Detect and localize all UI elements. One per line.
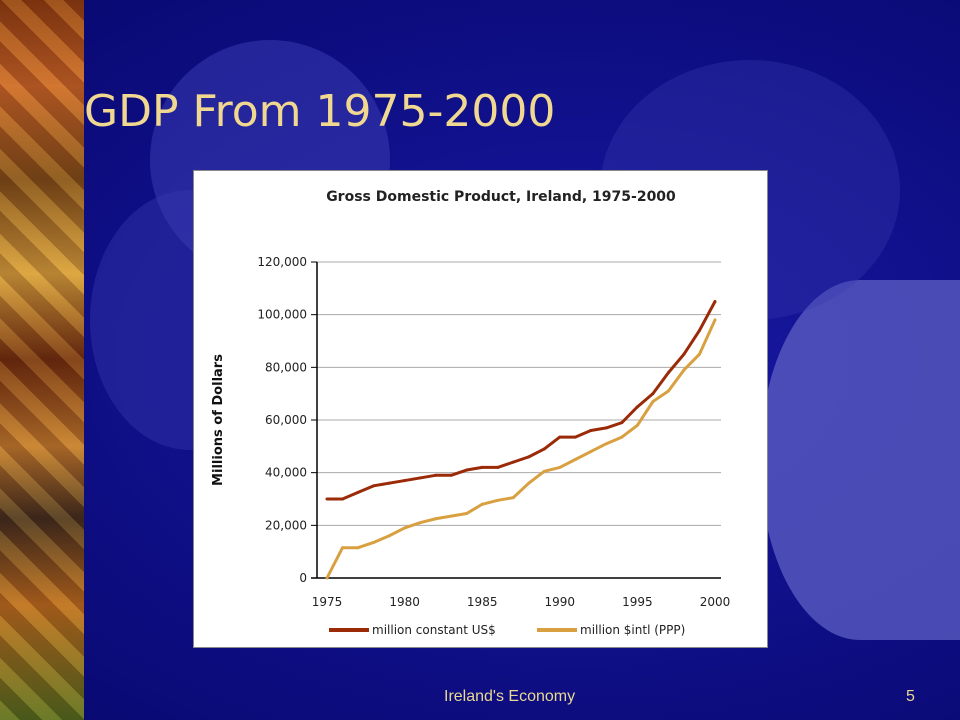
data-point — [666, 389, 670, 393]
data-point — [418, 476, 422, 480]
data-point — [511, 496, 515, 500]
slide-title: GDP From 1975-2000 — [84, 86, 556, 137]
data-point — [604, 442, 608, 446]
slide-footer: Ireland's Economy — [444, 688, 576, 705]
data-point — [527, 481, 531, 485]
y-axis-label: Millions of Dollars — [211, 354, 226, 486]
data-point — [465, 511, 469, 515]
legend-label: million constant US$ — [372, 623, 496, 637]
data-point — [666, 371, 670, 375]
data-point — [589, 429, 593, 433]
decorative-strip-texture — [0, 0, 84, 720]
x-tick-label: 1980 — [389, 595, 420, 609]
data-point — [573, 458, 577, 461]
y-tick-label: 20,000 — [265, 518, 307, 532]
data-point — [356, 546, 360, 550]
data-point — [558, 435, 562, 439]
slide-number: 5 — [906, 688, 915, 705]
data-point — [387, 481, 391, 485]
data-point — [480, 502, 484, 506]
data-point — [387, 534, 391, 538]
data-point — [496, 498, 500, 502]
data-point — [558, 465, 562, 469]
data-point — [589, 450, 593, 454]
chart-panel: Gross Domestic Product, Ireland, 1975-20… — [193, 170, 768, 648]
data-point — [403, 479, 407, 483]
data-point — [573, 435, 577, 439]
data-point — [449, 514, 453, 518]
data-point — [713, 318, 717, 322]
data-point — [697, 352, 701, 356]
data-point — [480, 465, 484, 469]
y-tick-label: 40,000 — [265, 466, 307, 480]
data-point — [434, 517, 438, 521]
data-point — [325, 497, 329, 501]
data-point — [635, 423, 639, 427]
data-point — [341, 497, 345, 501]
data-point — [620, 435, 624, 439]
data-point — [418, 521, 422, 525]
data-point — [527, 455, 531, 459]
decorative-strip — [0, 0, 84, 720]
data-point — [403, 526, 407, 530]
data-point — [542, 469, 546, 473]
data-point — [651, 400, 655, 404]
x-tick-label: 1995 — [622, 595, 653, 609]
data-point — [682, 352, 686, 356]
data-point — [465, 468, 469, 472]
data-point — [372, 540, 376, 544]
x-tick-label: 1975 — [312, 595, 343, 609]
data-point — [496, 465, 500, 469]
legend-label: million $intl (PPP) — [580, 623, 685, 637]
data-point — [635, 405, 639, 409]
data-point — [356, 490, 360, 494]
data-point — [651, 392, 655, 396]
x-tick-label: 1985 — [467, 595, 498, 609]
data-point — [511, 460, 515, 464]
gdp-line-chart: Gross Domestic Product, Ireland, 1975-20… — [211, 189, 731, 637]
y-tick-label: 60,000 — [265, 413, 307, 427]
chart-title: Gross Domestic Product, Ireland, 1975-20… — [326, 189, 676, 205]
data-point — [620, 421, 624, 425]
series-line-0 — [327, 300, 717, 501]
y-tick-label: 120,000 — [257, 255, 307, 269]
data-point — [604, 426, 608, 430]
series-line-1 — [325, 319, 717, 579]
data-point — [325, 576, 329, 580]
data-point — [542, 447, 546, 451]
data-point — [449, 473, 453, 477]
y-tick-label: 100,000 — [257, 308, 307, 322]
gear-icon — [760, 280, 960, 640]
data-point — [697, 328, 701, 332]
y-tick-label: 0 — [299, 571, 307, 585]
data-point — [682, 368, 686, 372]
x-tick-label: 1990 — [545, 595, 576, 609]
data-point — [372, 484, 376, 488]
data-point — [341, 546, 345, 550]
x-tick-label: 2000 — [700, 595, 731, 609]
data-point — [713, 300, 717, 303]
data-point — [434, 473, 438, 477]
y-tick-label: 80,000 — [265, 360, 307, 374]
